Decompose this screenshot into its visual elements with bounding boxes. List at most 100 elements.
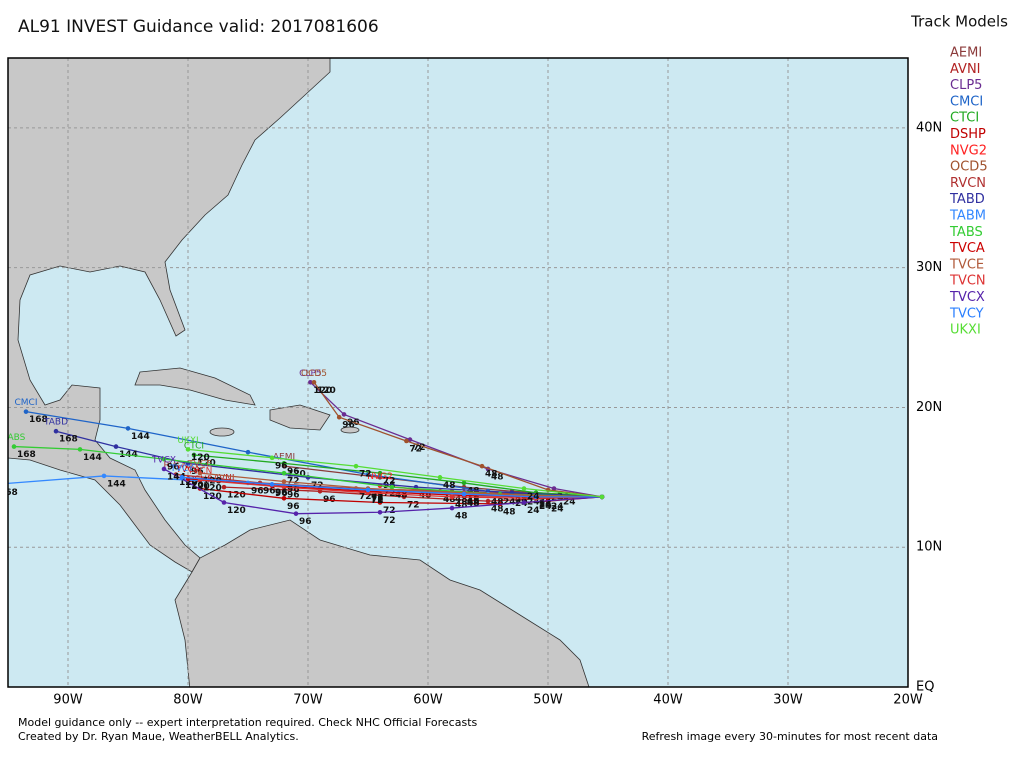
hour-label: 72 xyxy=(371,493,384,503)
legend-entry: AEMI xyxy=(950,46,982,61)
hour-label: 72 xyxy=(287,477,300,487)
hour-label: 120 xyxy=(203,484,222,494)
hour-label: 120 xyxy=(203,492,222,502)
hour-label: 120 xyxy=(227,491,246,501)
track-point xyxy=(599,494,605,500)
track-end-label: TVCN xyxy=(187,467,213,477)
track-point xyxy=(449,494,455,500)
track-point xyxy=(461,491,467,497)
hispaniola xyxy=(269,404,331,431)
hour-label: 96 xyxy=(287,502,300,512)
track-point xyxy=(407,437,413,442)
puerto-rico xyxy=(340,426,360,434)
hour-label: 48 xyxy=(491,472,504,482)
hour-label: 96 xyxy=(263,486,276,496)
track-point xyxy=(281,496,287,501)
land xyxy=(8,58,590,687)
hour-label: 144 xyxy=(167,472,186,482)
cuba xyxy=(134,367,256,406)
map-frame xyxy=(7,57,909,688)
track-point xyxy=(461,480,467,486)
hour-label: 72 xyxy=(371,495,384,505)
hour-label: 24 xyxy=(551,502,564,512)
hour-label: 24 xyxy=(539,502,552,512)
hour-label: 72 xyxy=(383,506,396,516)
hour-label: 96 xyxy=(287,467,300,477)
footer-credit: Created by Dr. Ryan Maue, WeatherBELL An… xyxy=(18,730,299,743)
lon-label: 50W xyxy=(533,693,563,708)
hour-label: 144 xyxy=(131,432,150,442)
track-point xyxy=(353,463,359,469)
legend-entry: OCD5 xyxy=(950,160,988,175)
legend-entry: TVCE xyxy=(949,257,984,272)
lon-label: 70W xyxy=(293,693,323,708)
legend-entry: NVG2 xyxy=(950,143,987,158)
hour-label: 72 xyxy=(413,443,426,453)
hour-label: 48 xyxy=(491,498,504,508)
hour-label: 120 xyxy=(313,386,332,396)
hour-label: 48 xyxy=(455,512,468,522)
track-point xyxy=(53,428,59,434)
hour-label: 120 xyxy=(227,506,246,516)
legend-entry: DSHP xyxy=(950,127,986,142)
hour-label: 144 xyxy=(83,453,102,463)
hour-label: 96 xyxy=(383,481,396,491)
hour-label: 48 xyxy=(455,500,468,510)
legend-entry: UKXI xyxy=(950,323,981,338)
hour-label: 24 xyxy=(527,492,540,502)
track-end-label: TVCA xyxy=(175,465,201,475)
hour-label: 72 xyxy=(371,496,384,506)
lat-label: EQ xyxy=(916,680,934,695)
hour-label: 72 xyxy=(383,516,396,526)
hour-label: 48 xyxy=(467,496,480,506)
lon-label: 20W xyxy=(893,693,923,708)
title: AL91 INVEST Guidance valid: 2017081606 xyxy=(18,17,379,37)
hour-label: 72 xyxy=(383,477,396,487)
hour-label: 24 xyxy=(527,506,540,516)
track-point xyxy=(365,487,371,493)
lon-label: 80W xyxy=(173,693,203,708)
track-point xyxy=(341,412,347,417)
hour-label: 96 xyxy=(275,489,288,499)
lat-label: 40N xyxy=(916,120,942,135)
track-end-label: CMCI xyxy=(15,398,38,408)
track-point xyxy=(521,486,527,491)
track-end-label: UKXI xyxy=(177,436,198,446)
track-point xyxy=(401,494,407,500)
lon-label: 40W xyxy=(653,693,683,708)
legend-entry: TVCY xyxy=(949,306,984,321)
hour-label: 120 xyxy=(185,481,204,491)
hour-label: 24 xyxy=(563,498,576,508)
track-end-label: TVCY xyxy=(169,464,194,474)
hour-label: 72 xyxy=(371,493,384,503)
track-point xyxy=(125,426,131,431)
lat-label: 30N xyxy=(916,260,942,275)
jamaica xyxy=(209,427,235,437)
track-point xyxy=(101,473,107,479)
south-america xyxy=(174,519,590,687)
hour-label: 48 xyxy=(503,507,516,517)
hour-label: 72 xyxy=(409,444,422,454)
hour-label: 96 xyxy=(251,486,264,496)
track-point xyxy=(269,482,275,487)
track-end-label: TABS xyxy=(2,433,26,443)
hour-label: 48 xyxy=(467,486,480,496)
track-point xyxy=(551,486,557,491)
hour-label: 48 xyxy=(443,481,456,491)
legend-entry: CMCI xyxy=(950,94,983,109)
hour-label: 72 xyxy=(371,492,384,502)
hour-label: 24 xyxy=(539,500,552,510)
track-point xyxy=(185,447,191,452)
track-point xyxy=(221,484,227,490)
north-central-america xyxy=(8,58,331,573)
hour-label: 96 xyxy=(347,418,360,428)
legend-entry: TABS xyxy=(949,225,983,240)
hour-label: 72 xyxy=(311,481,324,491)
track-line xyxy=(187,448,603,498)
hour-label: 168 xyxy=(17,450,36,460)
hour-label: 24 xyxy=(515,499,528,509)
track-point xyxy=(161,456,167,462)
hour-label: 96 xyxy=(299,517,312,527)
footer-refresh: Refresh image every 30-minutes for most … xyxy=(642,730,938,743)
